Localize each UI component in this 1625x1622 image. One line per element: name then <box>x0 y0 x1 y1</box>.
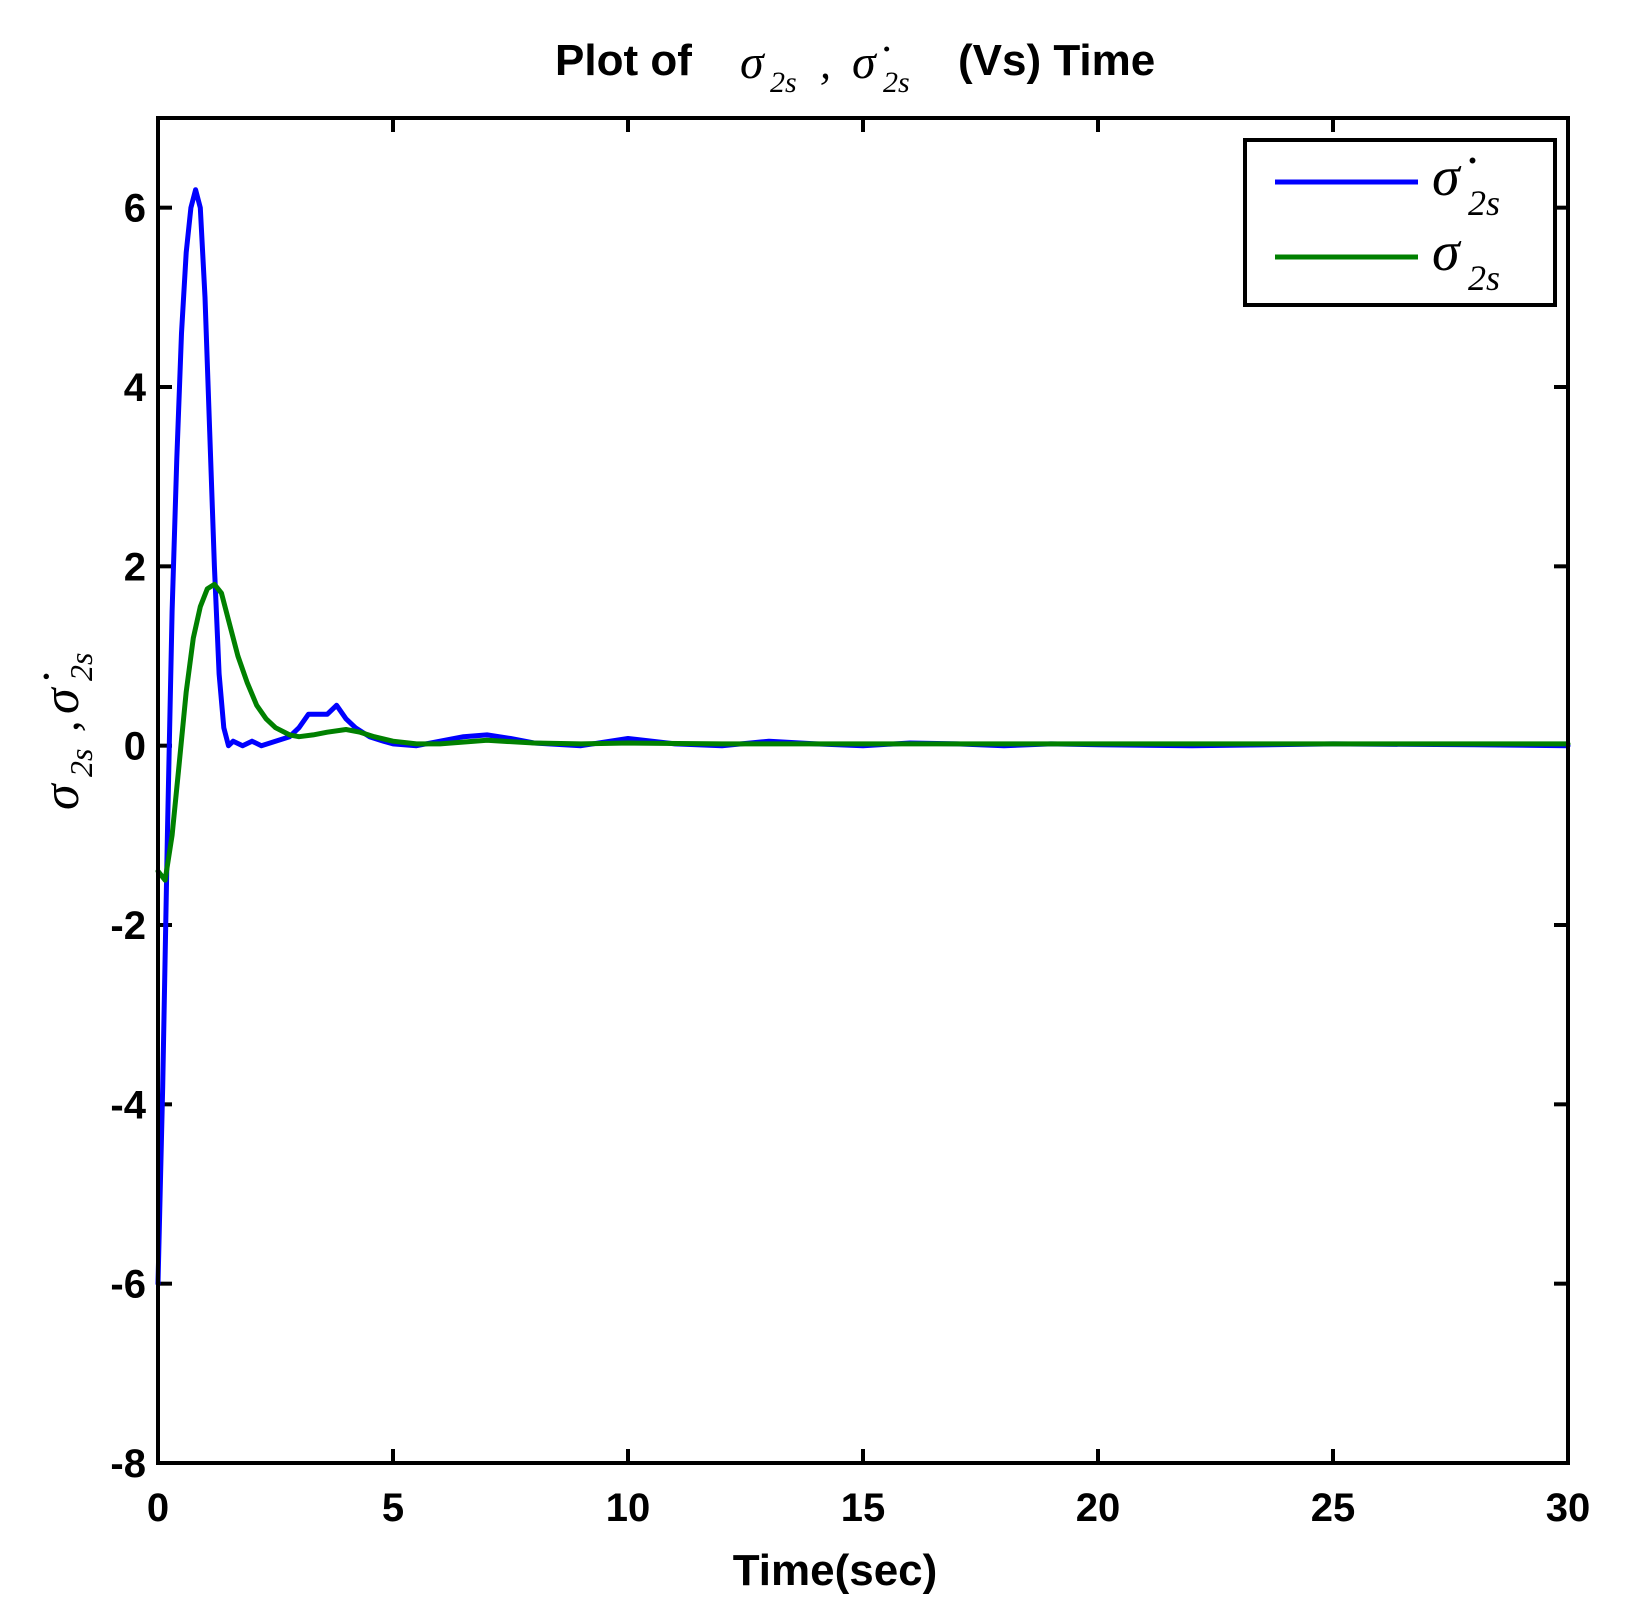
plot-frame <box>156 116 1570 1465</box>
ylabel-sigma-dot-sub: 2s <box>63 653 99 681</box>
x-tick-label: 25 <box>1311 1486 1356 1530</box>
title-sigma-sub: 2s <box>770 66 797 99</box>
x-axis-label: Time(sec) <box>733 1546 938 1595</box>
series-line-sigma <box>155 581 1571 883</box>
y-tick-label: 6 <box>124 187 146 231</box>
y-tick-label: 0 <box>124 725 146 769</box>
x-tick-label: 0 <box>147 1486 169 1530</box>
series-layer <box>155 187 1571 1287</box>
chart-title: Plot of σ 2s , σ̇ 2s (Vs) Time <box>555 36 1155 99</box>
title-prefix: Plot of <box>555 36 692 85</box>
axis-ticks: 0 5 10 15 20 25 30 -8 -6 -4 -2 0 2 4 6 <box>110 118 1590 1530</box>
ylabel-sigma-sub: 2s <box>63 749 99 777</box>
title-sigma: σ <box>740 36 766 89</box>
legend-box <box>1243 138 1557 307</box>
title-separator: , <box>820 39 831 88</box>
ylabel-separator: , <box>37 721 88 733</box>
title-suffix: (Vs) Time <box>958 36 1155 85</box>
legend: σ̇ 2s σ 2s <box>1243 138 1557 307</box>
y-tick-label: 4 <box>124 366 147 410</box>
x-tick-label: 30 <box>1546 1486 1591 1530</box>
legend-label-sigma-dot-sub: 2s <box>1468 183 1500 223</box>
y-tick-label: -6 <box>110 1263 146 1307</box>
x-tick-label: 5 <box>382 1486 404 1530</box>
y-tick-label: -8 <box>110 1442 146 1486</box>
y-tick-label: -4 <box>110 1083 146 1127</box>
x-tick-label: 15 <box>841 1486 886 1530</box>
ylabel-sigma: σ <box>33 782 90 810</box>
legend-label-sigma-sub: 2s <box>1468 258 1500 298</box>
y-tick-label: 2 <box>124 545 146 589</box>
y-tick-label: -2 <box>110 904 146 948</box>
x-tick-label: 10 <box>606 1486 651 1530</box>
x-tick-label: 20 <box>1076 1486 1121 1530</box>
legend-label-sigma: σ <box>1432 221 1462 283</box>
title-sigma-dot-sub: 2s <box>883 66 910 99</box>
